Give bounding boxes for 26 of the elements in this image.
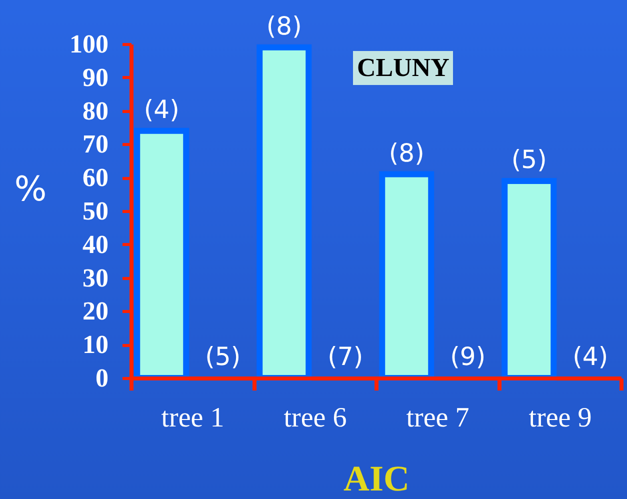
annotation: (5) xyxy=(205,342,241,371)
y-tick-label: 80 xyxy=(82,96,108,126)
x-axis-title: AIC xyxy=(343,458,410,498)
y-tick-label: 90 xyxy=(82,62,108,92)
text: (8) xyxy=(266,11,302,40)
y-tick-label: 100 xyxy=(70,30,108,58)
annotation: (9) xyxy=(450,342,486,371)
chart-title: CLUNY xyxy=(353,51,454,85)
y-tick-label: 60 xyxy=(82,163,108,192)
y-tick-label: 50 xyxy=(82,196,108,226)
y-tick-label: 40 xyxy=(82,230,108,259)
x-tick-label: tree 6 xyxy=(284,402,347,434)
x-tick-label: tree 7 xyxy=(406,402,470,434)
annotation: (5) xyxy=(511,144,547,174)
annotation: (4) xyxy=(144,94,180,124)
y-tick-label: 30 xyxy=(82,263,108,292)
annotation: (4) xyxy=(572,342,608,371)
annotation: (7) xyxy=(328,342,364,371)
x-tick-label: tree 1 xyxy=(161,402,224,434)
y-tick-label: 0 xyxy=(96,364,108,392)
x-tick-label: tree 9 xyxy=(528,402,592,434)
y-axis-title: % xyxy=(14,170,47,210)
y-tick-label: 20 xyxy=(82,296,108,326)
annotation: (8) xyxy=(388,138,424,168)
y-tick-label: 70 xyxy=(82,130,108,159)
y-tick-label: 10 xyxy=(82,330,108,360)
